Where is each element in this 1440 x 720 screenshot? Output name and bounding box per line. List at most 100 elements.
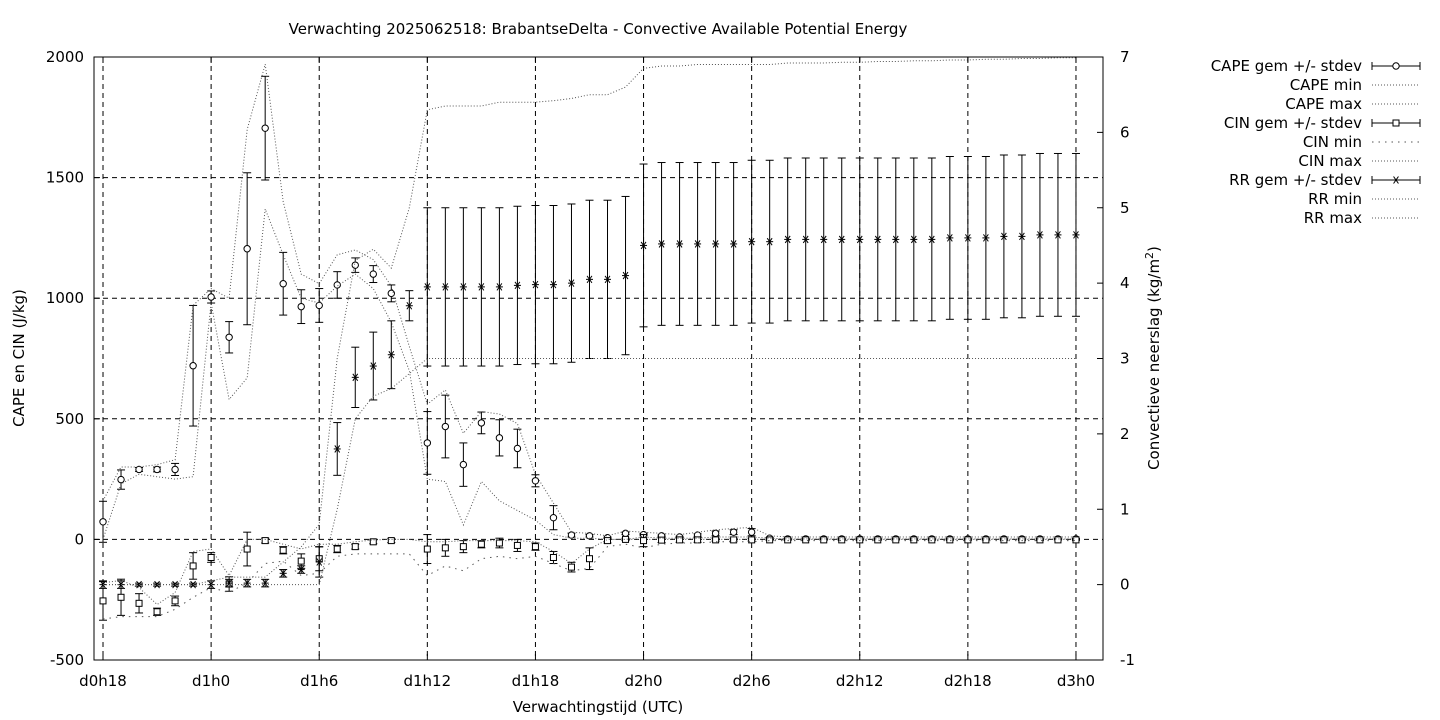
cin-gem-stdev-errorbar [135,593,144,614]
legend-marker [1392,119,1400,127]
rr-gem-stdev-point [567,279,575,287]
y2-tick-label: 0 [1120,576,1130,594]
rr-gem-stdev-point [658,240,666,248]
cin-gem-stdev-errorbar [891,536,900,544]
rr-gem-stdev-point [874,235,882,244]
axis-layer: d0h18 d1h0 d1h6 d1h12 d1h18 d2h0 d2h6 d2h12 d2h1… [46,48,1135,690]
cape-gem-stdev-errorbar [243,172,252,326]
rr-gem-stdev-errorbar [315,546,324,578]
cape-gem-stdev-errorbar [279,251,288,316]
cin-gem-stdev-errorbar [153,607,162,616]
cin-gem-stdev-errorbar [621,535,630,543]
cape-gem-stdev-errorbar [441,394,450,459]
rr-gem-stdev-errorbar [657,162,666,326]
cin-gem-stdev-point [477,540,485,548]
rr-gem-stdev-errorbar [639,163,648,328]
cape-gem-stdev-errorbar [99,500,108,543]
legend-label: CIN min [1303,133,1362,151]
star-stroke [370,362,377,370]
y2-axis-label: Convectieve neerslag (kg/m2) [1143,246,1163,470]
cin-gem-stdev-errorbar [1017,536,1026,544]
cin-gem-stdev-point [838,536,846,544]
x-tick-label: d1h12 [403,672,451,690]
legend-label: RR gem +/- stdev [1229,171,1362,189]
cin-gem-stdev-point [513,541,521,549]
x-tick-label: d2h6 [733,672,771,690]
star-stroke [784,235,791,244]
star-stroke [820,235,827,244]
rr-gem-stdev-errorbar [513,205,522,366]
rr-gem-stdev-point [1054,231,1062,239]
star-stroke [460,283,467,291]
rr-gem-stdev-point [585,275,593,284]
cin-gem-stdev-errorbar [783,536,792,544]
y2-tick-label: 1 [1120,500,1130,518]
rr-gem-stdev-point [477,283,485,291]
rr-gem-stdev-point [441,283,449,291]
cape-gem-stdev-errorbar [153,465,162,474]
cape-gem-stdev-point [531,477,540,485]
cape-gem-stdev-point [117,475,125,484]
y-tick-label: 1000 [46,289,84,307]
star-stroke [316,558,323,566]
cin-gem-stdev-errorbar [603,537,612,545]
star-stroke [640,241,647,250]
cin-gem-stdev-errorbar [423,534,432,565]
rr-gem-stdev-errorbar [693,162,702,326]
rr-gem-stdev-point [513,281,521,290]
rr-gem-stdev-errorbar [423,207,432,367]
rr-gem-stdev-errorbar [675,162,684,326]
cin-gem-stdev-errorbar [963,536,972,544]
rr-gem-stdev-point [766,237,774,246]
cape-gem-stdev-errorbar [459,442,468,487]
rr-gem-stdev-errorbar [279,569,288,578]
legend-label: CAPE min [1290,76,1362,94]
star-stroke [946,234,953,242]
star-stroke [406,301,413,310]
rr-gem-stdev-errorbar [369,331,378,401]
rr-gem-stdev-errorbar [621,195,630,356]
star-stroke [568,279,575,287]
cin-gem-stdev-errorbar [873,536,882,544]
rr-gem-stdev-errorbar [891,157,900,322]
rr-gem-stdev-point [748,237,756,246]
rr-gem-stdev-errorbar [855,157,864,322]
rr-gem-stdev-point [676,240,684,248]
cape-gem-stdev-point [459,460,468,469]
star-stroke [334,445,341,453]
rr-gem-stdev-point [333,445,341,453]
cape-gem-stdev-errorbar [513,428,522,469]
rr-gem-stdev-point [531,280,539,289]
cin-gem-stdev-point [99,597,107,605]
cin-gem-stdev-errorbar [513,538,522,552]
cin-gem-stdev-point [1036,536,1044,544]
cin-gem-stdev-point [910,536,918,544]
cin-gem-stdev-point [946,536,954,544]
cape-gem-stdev-point [153,465,161,474]
legend-marker [1392,62,1400,70]
star-stroke [892,235,899,244]
rr-gem-stdev-point [225,579,233,587]
legend-item: CIN min [1303,133,1420,151]
cape-gem-stdev-point [261,124,269,132]
x-tick-label: d0h18 [79,672,127,690]
series-layer [99,57,1080,621]
rr-gem-stdev-errorbar [783,157,792,322]
cape-gem-stdev-errorbar [729,528,738,536]
rr-gem-stdev-errorbar [765,159,774,324]
cin-gem-stdev-point [495,539,503,547]
cape-max-line [102,64,1076,538]
cin-gem-stdev-errorbar [639,534,648,548]
cape-gem-stdev-point [351,261,359,269]
rr-gem-stdev-errorbar [477,207,486,367]
x-tick-label: d2h18 [944,672,992,690]
cape-gem-stdev-errorbar [711,529,720,538]
rr-gem-stdev-errorbar [729,162,738,326]
star-stroke [802,235,809,244]
rr-gem-stdev-point [243,579,251,587]
cin-gem-stdev-errorbar [999,536,1008,544]
rr-gem-stdev-errorbar [747,159,756,324]
legend-label: CAPE gem +/- stdev [1211,57,1362,75]
cin-gem-stdev-errorbar [171,595,180,607]
